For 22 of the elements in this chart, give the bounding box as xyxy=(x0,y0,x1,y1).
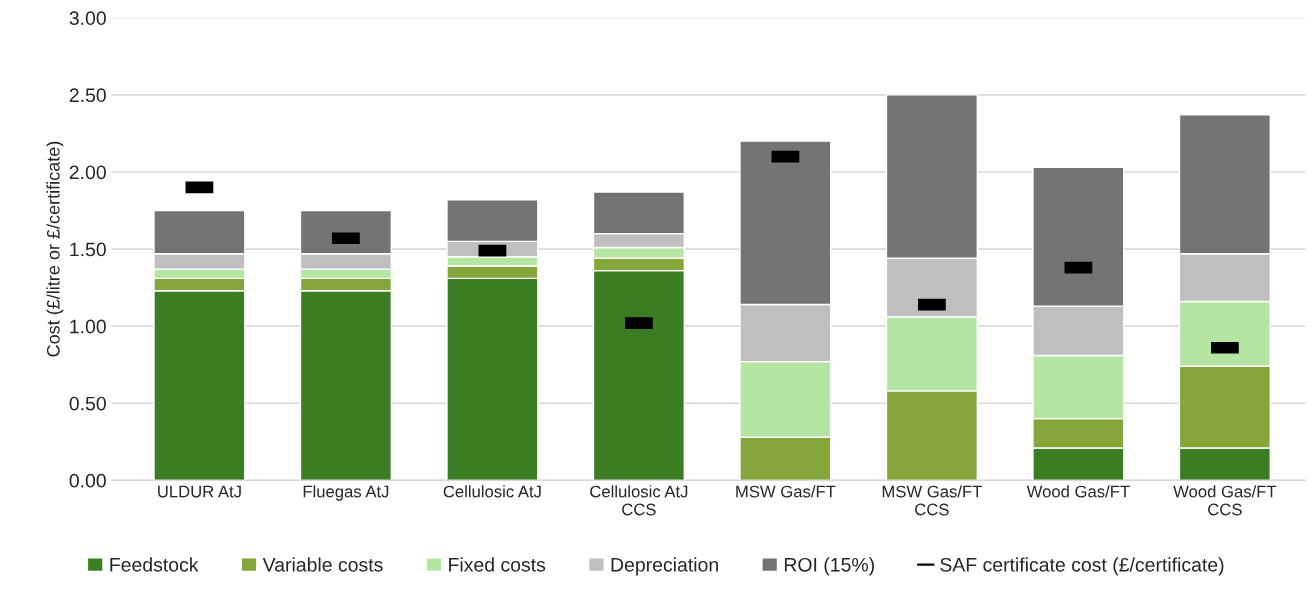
y-tick-label: 2.00 xyxy=(69,165,106,180)
legend-label: Depreciation xyxy=(611,557,718,576)
legend-label: Variable costs xyxy=(262,557,383,572)
x-tick-label: MSW Gas/FT CCS xyxy=(882,485,982,516)
x-tick-label: Cellulosic AtJ CCS xyxy=(590,485,688,516)
y-tick-label: 3.00 xyxy=(69,11,106,26)
y-tick-label: 2.50 xyxy=(69,88,106,103)
legend-label: SAF certificate cost (£/certificate) xyxy=(940,557,1224,576)
x-tick-label: Wood Gas/FT xyxy=(1026,485,1130,498)
legend-label: ROI (15%) xyxy=(784,557,874,576)
legend-label: Feedstock xyxy=(110,557,199,572)
y-tick-label: 1.50 xyxy=(70,242,106,257)
y-tick-label: 0.00 xyxy=(69,473,106,488)
y-tick-label: 1.00 xyxy=(70,319,106,334)
x-tick-label: MSW Gas/FT xyxy=(736,485,836,498)
x-tick-label: Fluegas AtJ xyxy=(303,485,389,501)
legend-label: Fixed costs xyxy=(449,557,546,572)
x-tick-label: Cellulosic AtJ xyxy=(443,485,541,498)
x-tick-label: ULDUR AtJ xyxy=(158,485,241,498)
x-tick-label: Wood Gas/FT CCS xyxy=(1173,485,1277,516)
y-axis-title: Cost (£/litre or £/certificate) xyxy=(46,141,64,357)
y-tick-label: 0.50 xyxy=(69,396,106,411)
